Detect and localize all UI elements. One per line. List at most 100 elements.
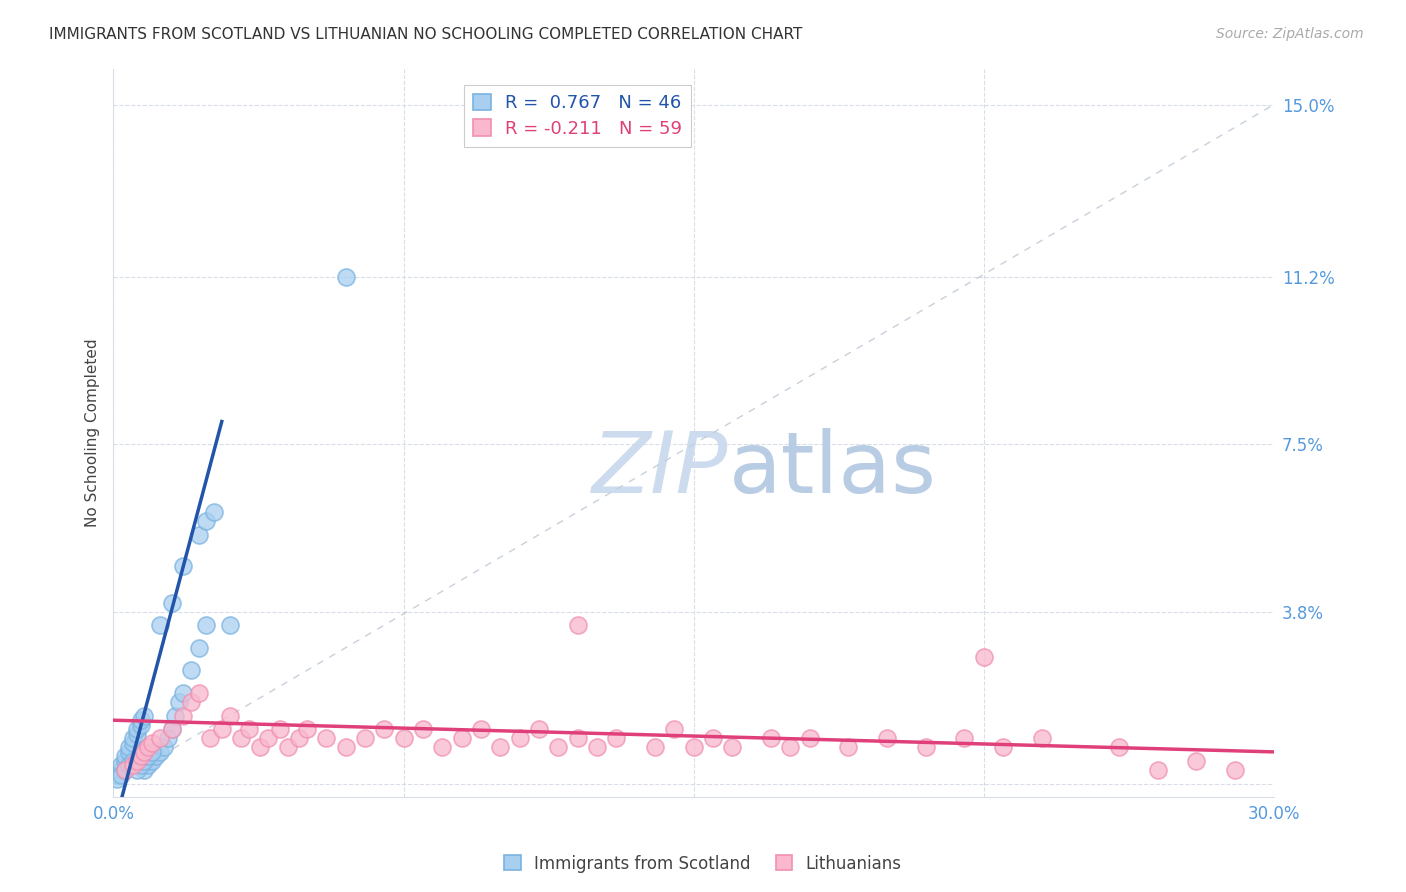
Point [121,731,143,746]
Text: atlas: atlas [728,428,936,511]
Point [129,749,152,764]
Y-axis label: No Schooling Completed: No Schooling Completed [86,339,100,527]
Point [187,527,209,541]
Point [837,740,859,755]
Point [121,736,143,750]
Point [172,559,194,574]
Point [295,723,318,737]
Point [129,713,152,727]
Point [1223,763,1246,777]
Point [149,745,172,759]
Point [238,723,260,737]
Point [121,754,143,768]
Point [118,758,141,772]
Point [121,758,143,772]
Point [134,763,156,777]
Point [141,736,163,750]
Point [125,723,148,737]
Point [172,686,194,700]
Point [973,649,995,664]
Point [187,686,209,700]
Point [105,772,128,786]
Point [141,745,163,759]
Point [586,740,609,755]
Point [114,763,136,777]
Point [198,731,221,746]
Point [136,740,159,755]
Point [876,731,898,746]
Point [167,695,190,709]
Point [605,731,627,746]
Point [136,749,159,764]
Point [276,740,298,755]
Point [218,618,240,632]
Point [202,505,225,519]
Point [218,708,240,723]
Point [125,763,148,777]
Point [118,740,141,755]
Point [114,763,136,777]
Point [1146,763,1168,777]
Point [160,723,183,737]
Point [567,618,589,632]
Text: Source: ZipAtlas.com: Source: ZipAtlas.com [1216,27,1364,41]
Text: IMMIGRANTS FROM SCOTLAND VS LITHUANIAN NO SCHOOLING COMPLETED CORRELATION CHART: IMMIGRANTS FROM SCOTLAND VS LITHUANIAN N… [49,27,803,42]
Point [114,754,136,768]
Point [288,731,311,746]
Point [392,731,415,746]
Point [914,740,936,755]
Point [547,740,569,755]
Legend: R =  0.767   N = 46, R = -0.211   N = 59: R = 0.767 N = 46, R = -0.211 N = 59 [464,85,692,146]
Point [229,731,252,746]
Point [105,767,128,781]
Point [110,767,132,781]
Point [470,723,492,737]
Legend: Immigrants from Scotland, Lithuanians: Immigrants from Scotland, Lithuanians [498,848,908,880]
Point [682,740,704,755]
Point [991,740,1014,755]
Point [335,269,357,284]
Point [180,664,202,678]
Point [1031,731,1053,746]
Point [134,708,156,723]
Point [165,708,187,723]
Point [269,723,291,737]
Point [110,758,132,772]
Point [527,723,550,737]
Point [160,723,183,737]
Point [125,727,148,741]
Point [149,731,172,746]
Point [180,695,202,709]
Point [759,731,782,746]
Point [195,514,218,528]
Point [509,731,531,746]
Text: ZIP: ZIP [592,428,728,511]
Point [1185,754,1208,768]
Point [1108,740,1130,755]
Point [195,618,218,632]
Point [335,740,357,755]
Point [373,723,395,737]
Point [136,758,159,772]
Point [156,731,179,746]
Point [450,731,472,746]
Point [114,749,136,764]
Point [567,731,589,746]
Point [354,731,377,746]
Point [664,723,686,737]
Point [172,708,194,723]
Point [152,740,174,755]
Point [799,731,821,746]
Point [315,731,337,746]
Point [249,740,271,755]
Point [702,731,724,746]
Point [489,740,512,755]
Point [110,763,132,777]
Point [160,595,183,609]
Point [779,740,801,755]
Point [187,640,209,655]
Point [644,740,666,755]
Point [134,745,156,759]
Point [953,731,976,746]
Point [118,745,141,759]
